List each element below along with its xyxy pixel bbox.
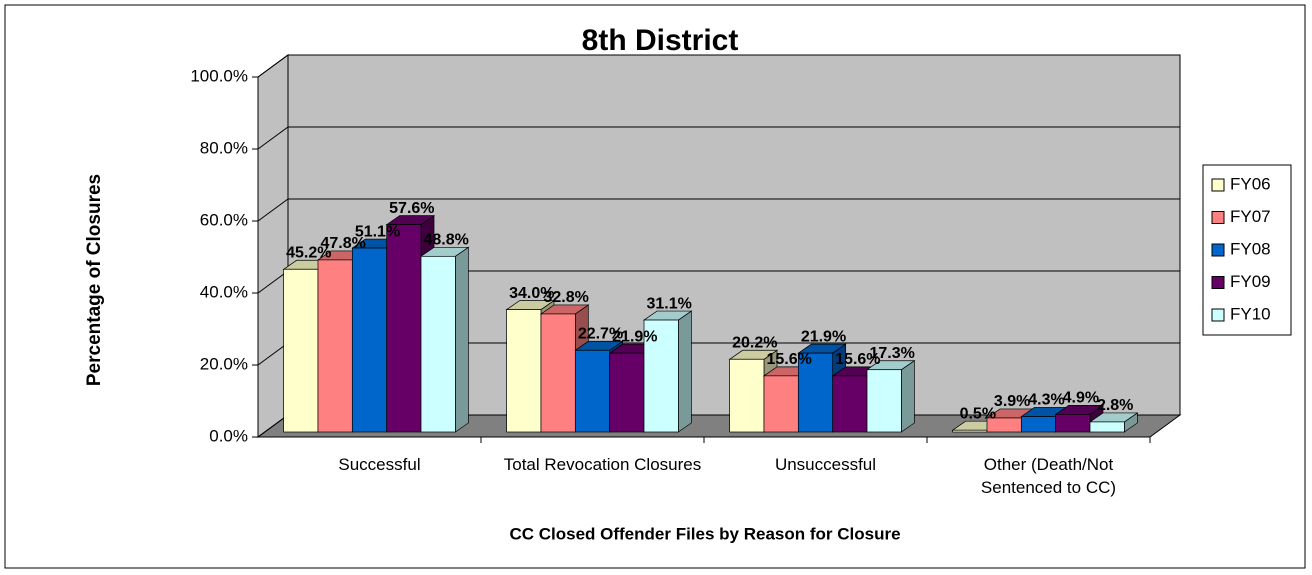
bar xyxy=(420,255,456,433)
y-tick-label: 60.0% xyxy=(200,210,248,229)
value-label: 15.6% xyxy=(766,351,811,368)
value-label: 31.1% xyxy=(646,295,691,312)
value-label: 0.5% xyxy=(960,405,996,422)
y-tick-label: 40.0% xyxy=(200,282,248,301)
value-label: 4.3% xyxy=(1028,392,1064,409)
legend-swatch xyxy=(1211,178,1225,192)
x-tick-label: Unsuccessful xyxy=(774,455,877,474)
value-label: 21.9% xyxy=(612,328,657,345)
bar xyxy=(574,349,611,433)
bar-side xyxy=(901,360,915,433)
legend-swatch xyxy=(1211,243,1225,257)
bar xyxy=(283,268,319,433)
bar xyxy=(643,319,679,433)
y-axis-label: Percentage of Closures xyxy=(84,174,105,386)
x-axis-label: CC Closed Offender Files by Reason for C… xyxy=(509,524,900,543)
y-tick-label: 100.0% xyxy=(190,66,248,85)
bar xyxy=(1020,416,1057,433)
value-label: 32.8% xyxy=(543,289,588,306)
legend-label: FY10 xyxy=(1230,304,1271,323)
x-tick-label: Other (Death/Not Sentenced to CC) xyxy=(980,455,1117,497)
bar xyxy=(1089,421,1125,433)
value-label: 51.1% xyxy=(355,223,400,240)
bar xyxy=(763,375,799,433)
grid-line xyxy=(257,126,1180,150)
bar xyxy=(351,247,388,433)
bar xyxy=(797,352,834,433)
value-label: 17.3% xyxy=(869,345,914,362)
legend-label: FY06 xyxy=(1230,174,1271,193)
value-label: 34.0% xyxy=(509,285,554,302)
y-tick-label: 0.0% xyxy=(209,426,248,445)
legend-swatch xyxy=(1211,308,1225,322)
legend-label: FY09 xyxy=(1230,272,1271,291)
bar xyxy=(729,358,765,433)
value-label: 15.6% xyxy=(835,351,880,368)
value-label: 4.9% xyxy=(1063,390,1099,407)
legend-label: FY08 xyxy=(1230,239,1271,258)
value-label: 22.7% xyxy=(578,325,623,342)
y-tick-label: 20.0% xyxy=(200,354,248,373)
bar xyxy=(506,309,542,433)
chart-title: 8th District xyxy=(582,24,739,57)
bar xyxy=(832,375,868,433)
value-label: 57.6% xyxy=(389,200,434,217)
bar xyxy=(386,224,422,433)
value-label: 21.9% xyxy=(801,328,846,345)
bar-side xyxy=(455,246,469,433)
value-label: 3.9% xyxy=(994,393,1030,410)
x-tick-label: Total Revocation Closures xyxy=(503,455,702,474)
x-tick-label: Successful xyxy=(338,455,421,474)
value-label: 45.2% xyxy=(286,244,331,261)
value-label: 47.8% xyxy=(320,235,365,252)
grid-line xyxy=(257,54,1180,78)
bar xyxy=(866,369,902,433)
bar xyxy=(1055,414,1091,433)
legend-swatch xyxy=(1211,211,1225,224)
bar xyxy=(540,313,576,433)
legend-swatch xyxy=(1211,276,1225,289)
bar xyxy=(609,352,645,433)
value-label: 48.8% xyxy=(423,232,468,249)
legend-label: FY07 xyxy=(1230,207,1271,226)
bar-side xyxy=(678,310,692,433)
grid-line xyxy=(257,198,1180,222)
y-tick-label: 80.0% xyxy=(200,138,248,157)
value-label: 2.8% xyxy=(1097,397,1133,414)
bar xyxy=(952,429,988,433)
value-label: 20.2% xyxy=(732,334,777,351)
bar xyxy=(317,259,353,433)
